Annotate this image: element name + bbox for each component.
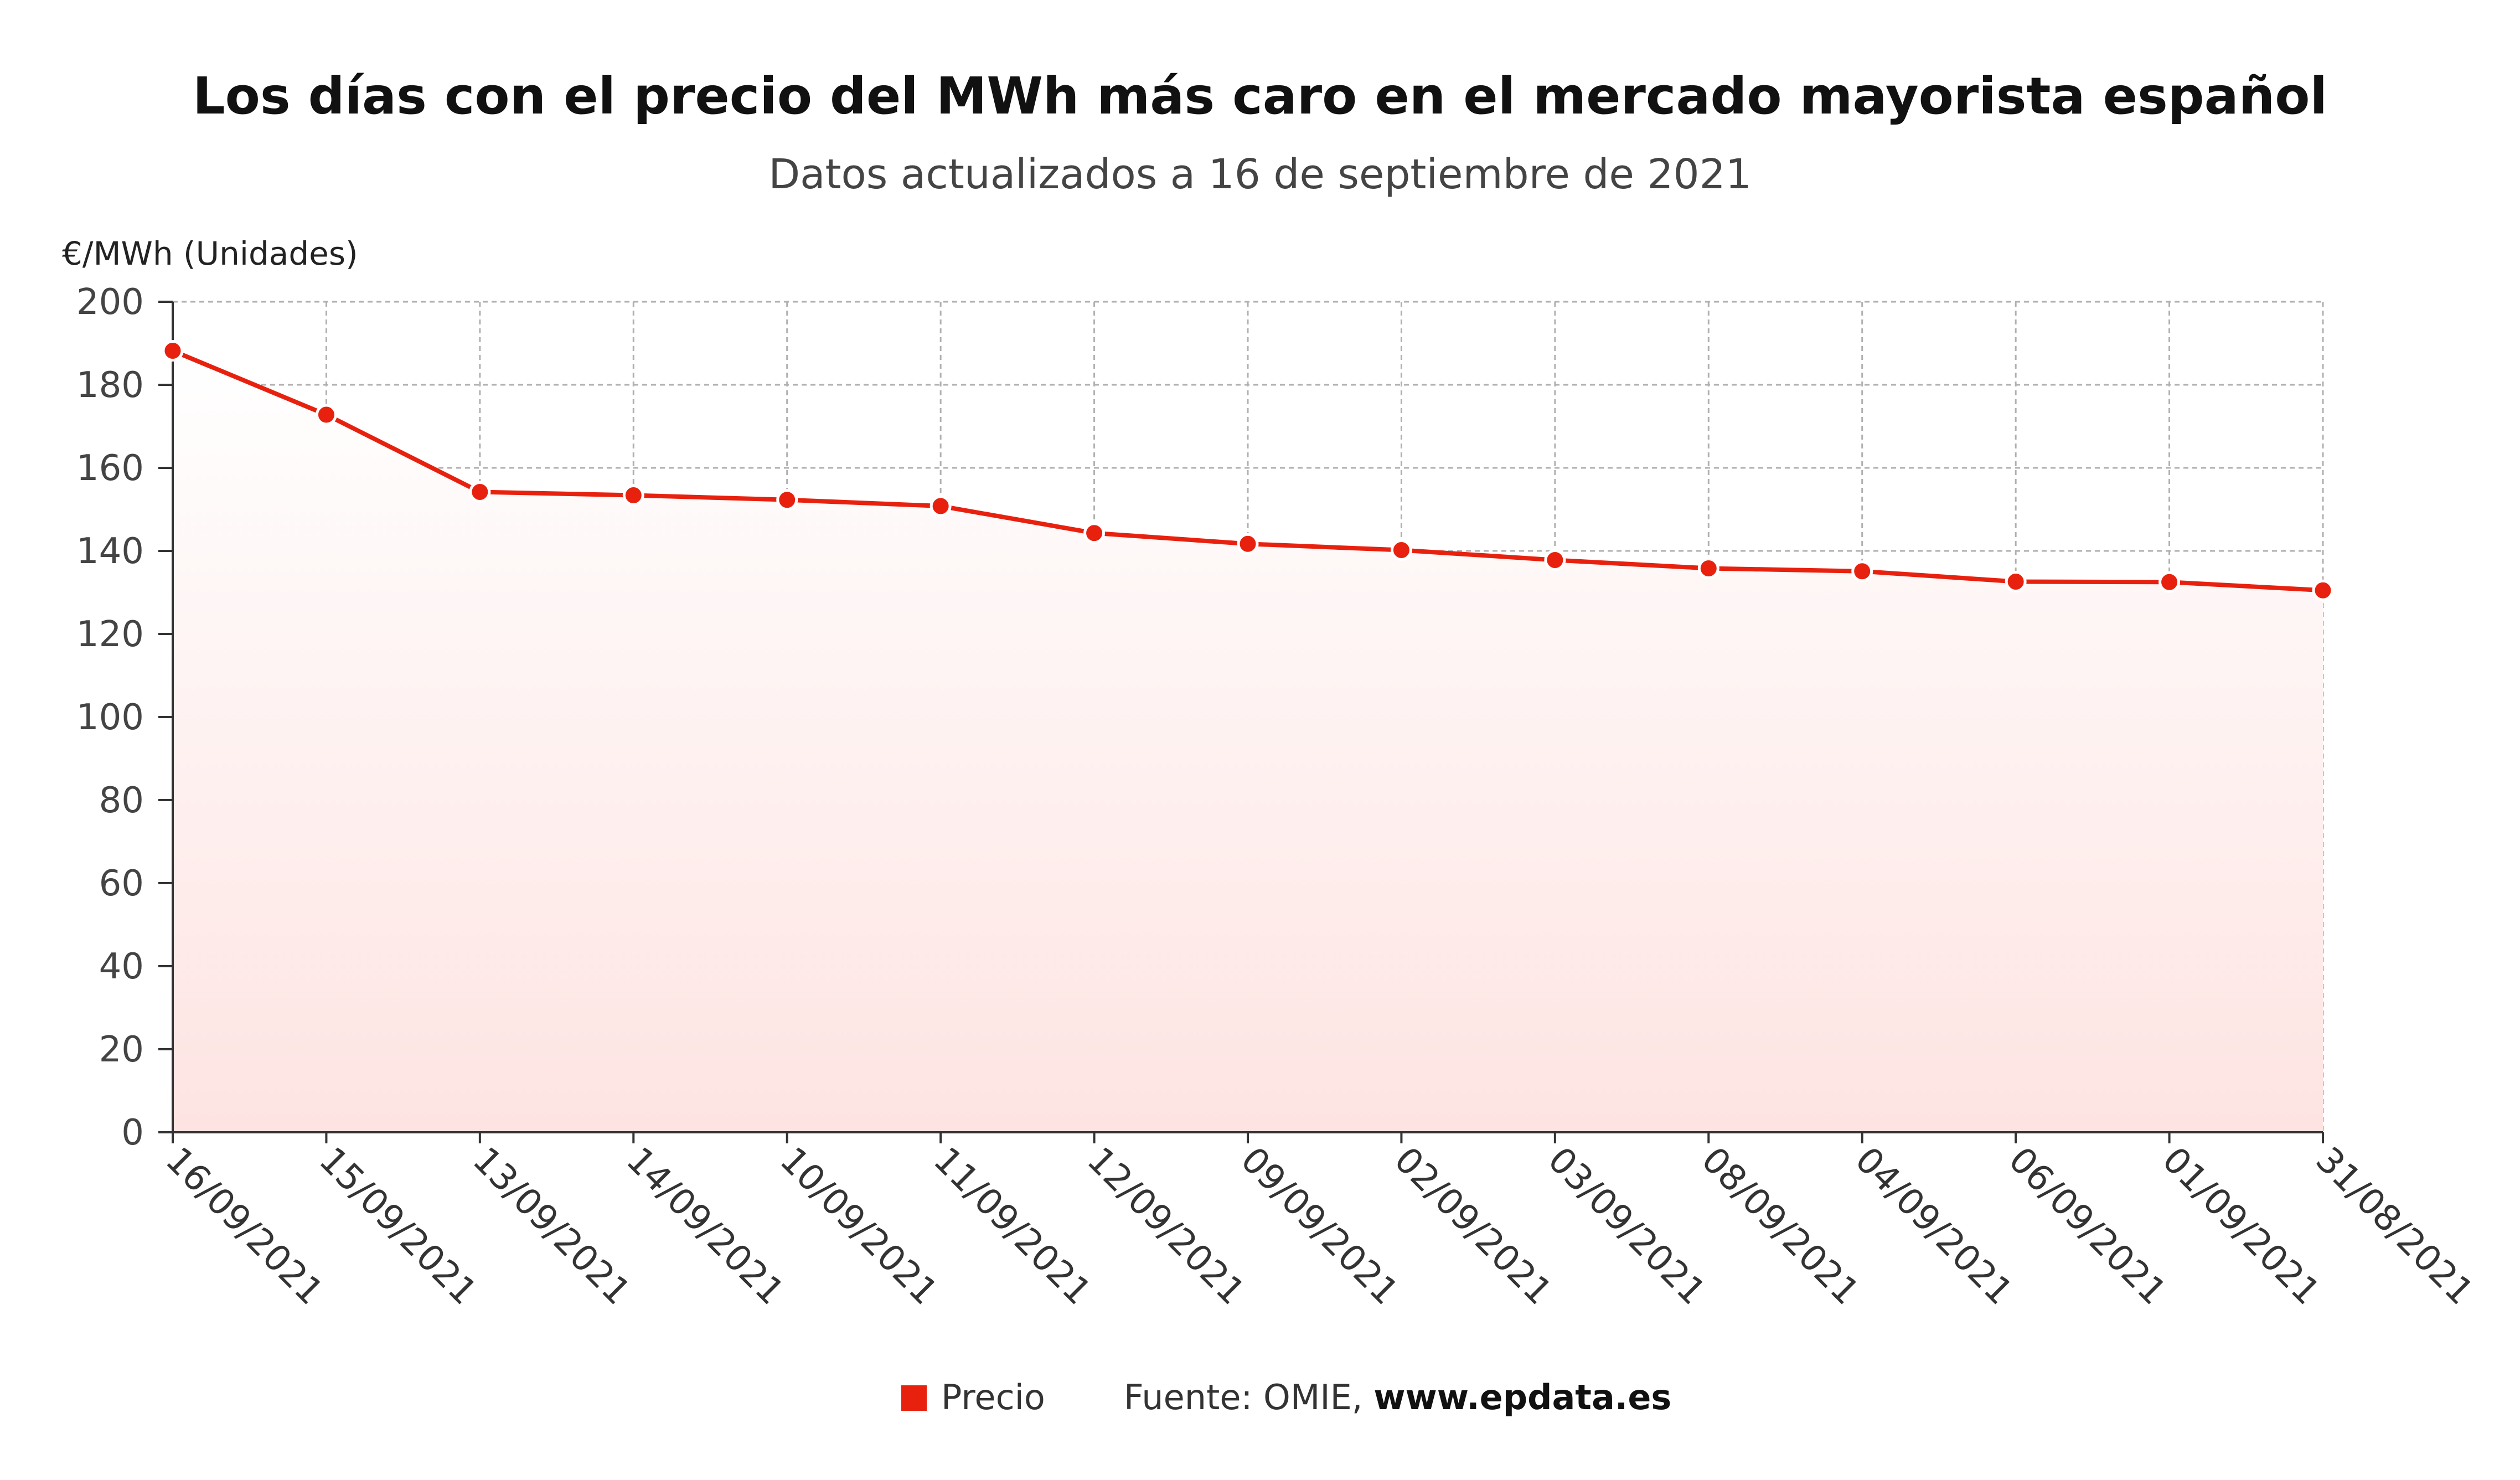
series-area-precio <box>173 350 2323 1132</box>
x-tick-label: 13/09/2021 <box>465 1139 638 1313</box>
chart-subtitle: Datos actualizados a 16 de septiembre de… <box>768 151 1752 198</box>
data-point[interactable] <box>162 340 184 362</box>
legend-label-precio: Precio <box>941 1377 1045 1417</box>
x-tick-labels: 16/09/202115/09/202113/09/202114/09/2021… <box>158 1139 2481 1313</box>
x-tick-label: 04/09/2021 <box>1847 1139 2020 1313</box>
y-tick-label: 60 <box>99 863 144 904</box>
y-tick-label: 120 <box>76 614 144 655</box>
y-tick-label: 160 <box>76 448 144 489</box>
x-tick-label: 03/09/2021 <box>1540 1139 1713 1313</box>
series-points <box>162 340 2334 601</box>
data-point[interactable] <box>1237 533 1259 555</box>
y-tick-label: 200 <box>76 282 144 323</box>
y-tick-label: 0 <box>121 1112 144 1153</box>
source-note: Fuente: OMIE, www.epdata.es <box>1124 1377 1671 1417</box>
x-tick-label: 11/09/2021 <box>926 1139 1099 1313</box>
source-link[interactable]: www.epdata.es <box>1373 1377 1671 1417</box>
data-point[interactable] <box>2158 571 2181 593</box>
data-point[interactable] <box>469 481 491 503</box>
data-point[interactable] <box>929 495 952 517</box>
x-tick-label: 02/09/2021 <box>1386 1139 1559 1313</box>
axes <box>158 301 2324 1143</box>
data-point[interactable] <box>315 404 337 426</box>
y-axis-unit-label: €/MWh (Unidades) <box>62 235 358 272</box>
x-tick-label: 15/09/2021 <box>311 1139 484 1313</box>
x-tick-label: 01/09/2021 <box>2154 1139 2327 1313</box>
legend: Precio <box>901 1377 1045 1417</box>
source-prefix: Fuente: OMIE, <box>1124 1377 1373 1417</box>
y-tick-label: 20 <box>99 1029 144 1070</box>
data-point[interactable] <box>1390 539 1412 561</box>
y-tick-label: 40 <box>99 946 144 987</box>
chart-title: Los días con el precio del MWh más caro … <box>193 66 2327 126</box>
data-point[interactable] <box>2312 579 2334 601</box>
data-point[interactable] <box>1697 558 1719 579</box>
x-tick-label: 09/09/2021 <box>1233 1139 1406 1313</box>
data-point[interactable] <box>1083 522 1106 544</box>
data-point[interactable] <box>622 484 644 506</box>
data-point[interactable] <box>1544 549 1566 571</box>
y-tick-labels: 0 20 40 60 80 100 120 140 160 180 200 <box>76 282 144 1153</box>
y-tick-label: 180 <box>76 365 144 406</box>
x-tick-label: 31/08/2021 <box>2308 1139 2481 1313</box>
data-point[interactable] <box>776 489 798 511</box>
x-tick-label: 16/09/2021 <box>158 1139 331 1313</box>
x-tick-label: 12/09/2021 <box>1079 1139 1252 1313</box>
y-tick-label: 100 <box>76 697 144 738</box>
x-tick-label: 08/09/2021 <box>1693 1139 1867 1313</box>
data-point[interactable] <box>1851 560 1873 582</box>
x-tick-label: 06/09/2021 <box>2001 1139 2174 1313</box>
data-point[interactable] <box>2005 571 2027 592</box>
legend-swatch-precio <box>901 1385 927 1411</box>
area-fill <box>173 350 2323 1132</box>
y-tick-label: 80 <box>99 780 144 821</box>
x-tick-label: 10/09/2021 <box>772 1139 945 1313</box>
x-tick-label: 14/09/2021 <box>618 1139 792 1313</box>
y-tick-label: 140 <box>76 531 144 572</box>
